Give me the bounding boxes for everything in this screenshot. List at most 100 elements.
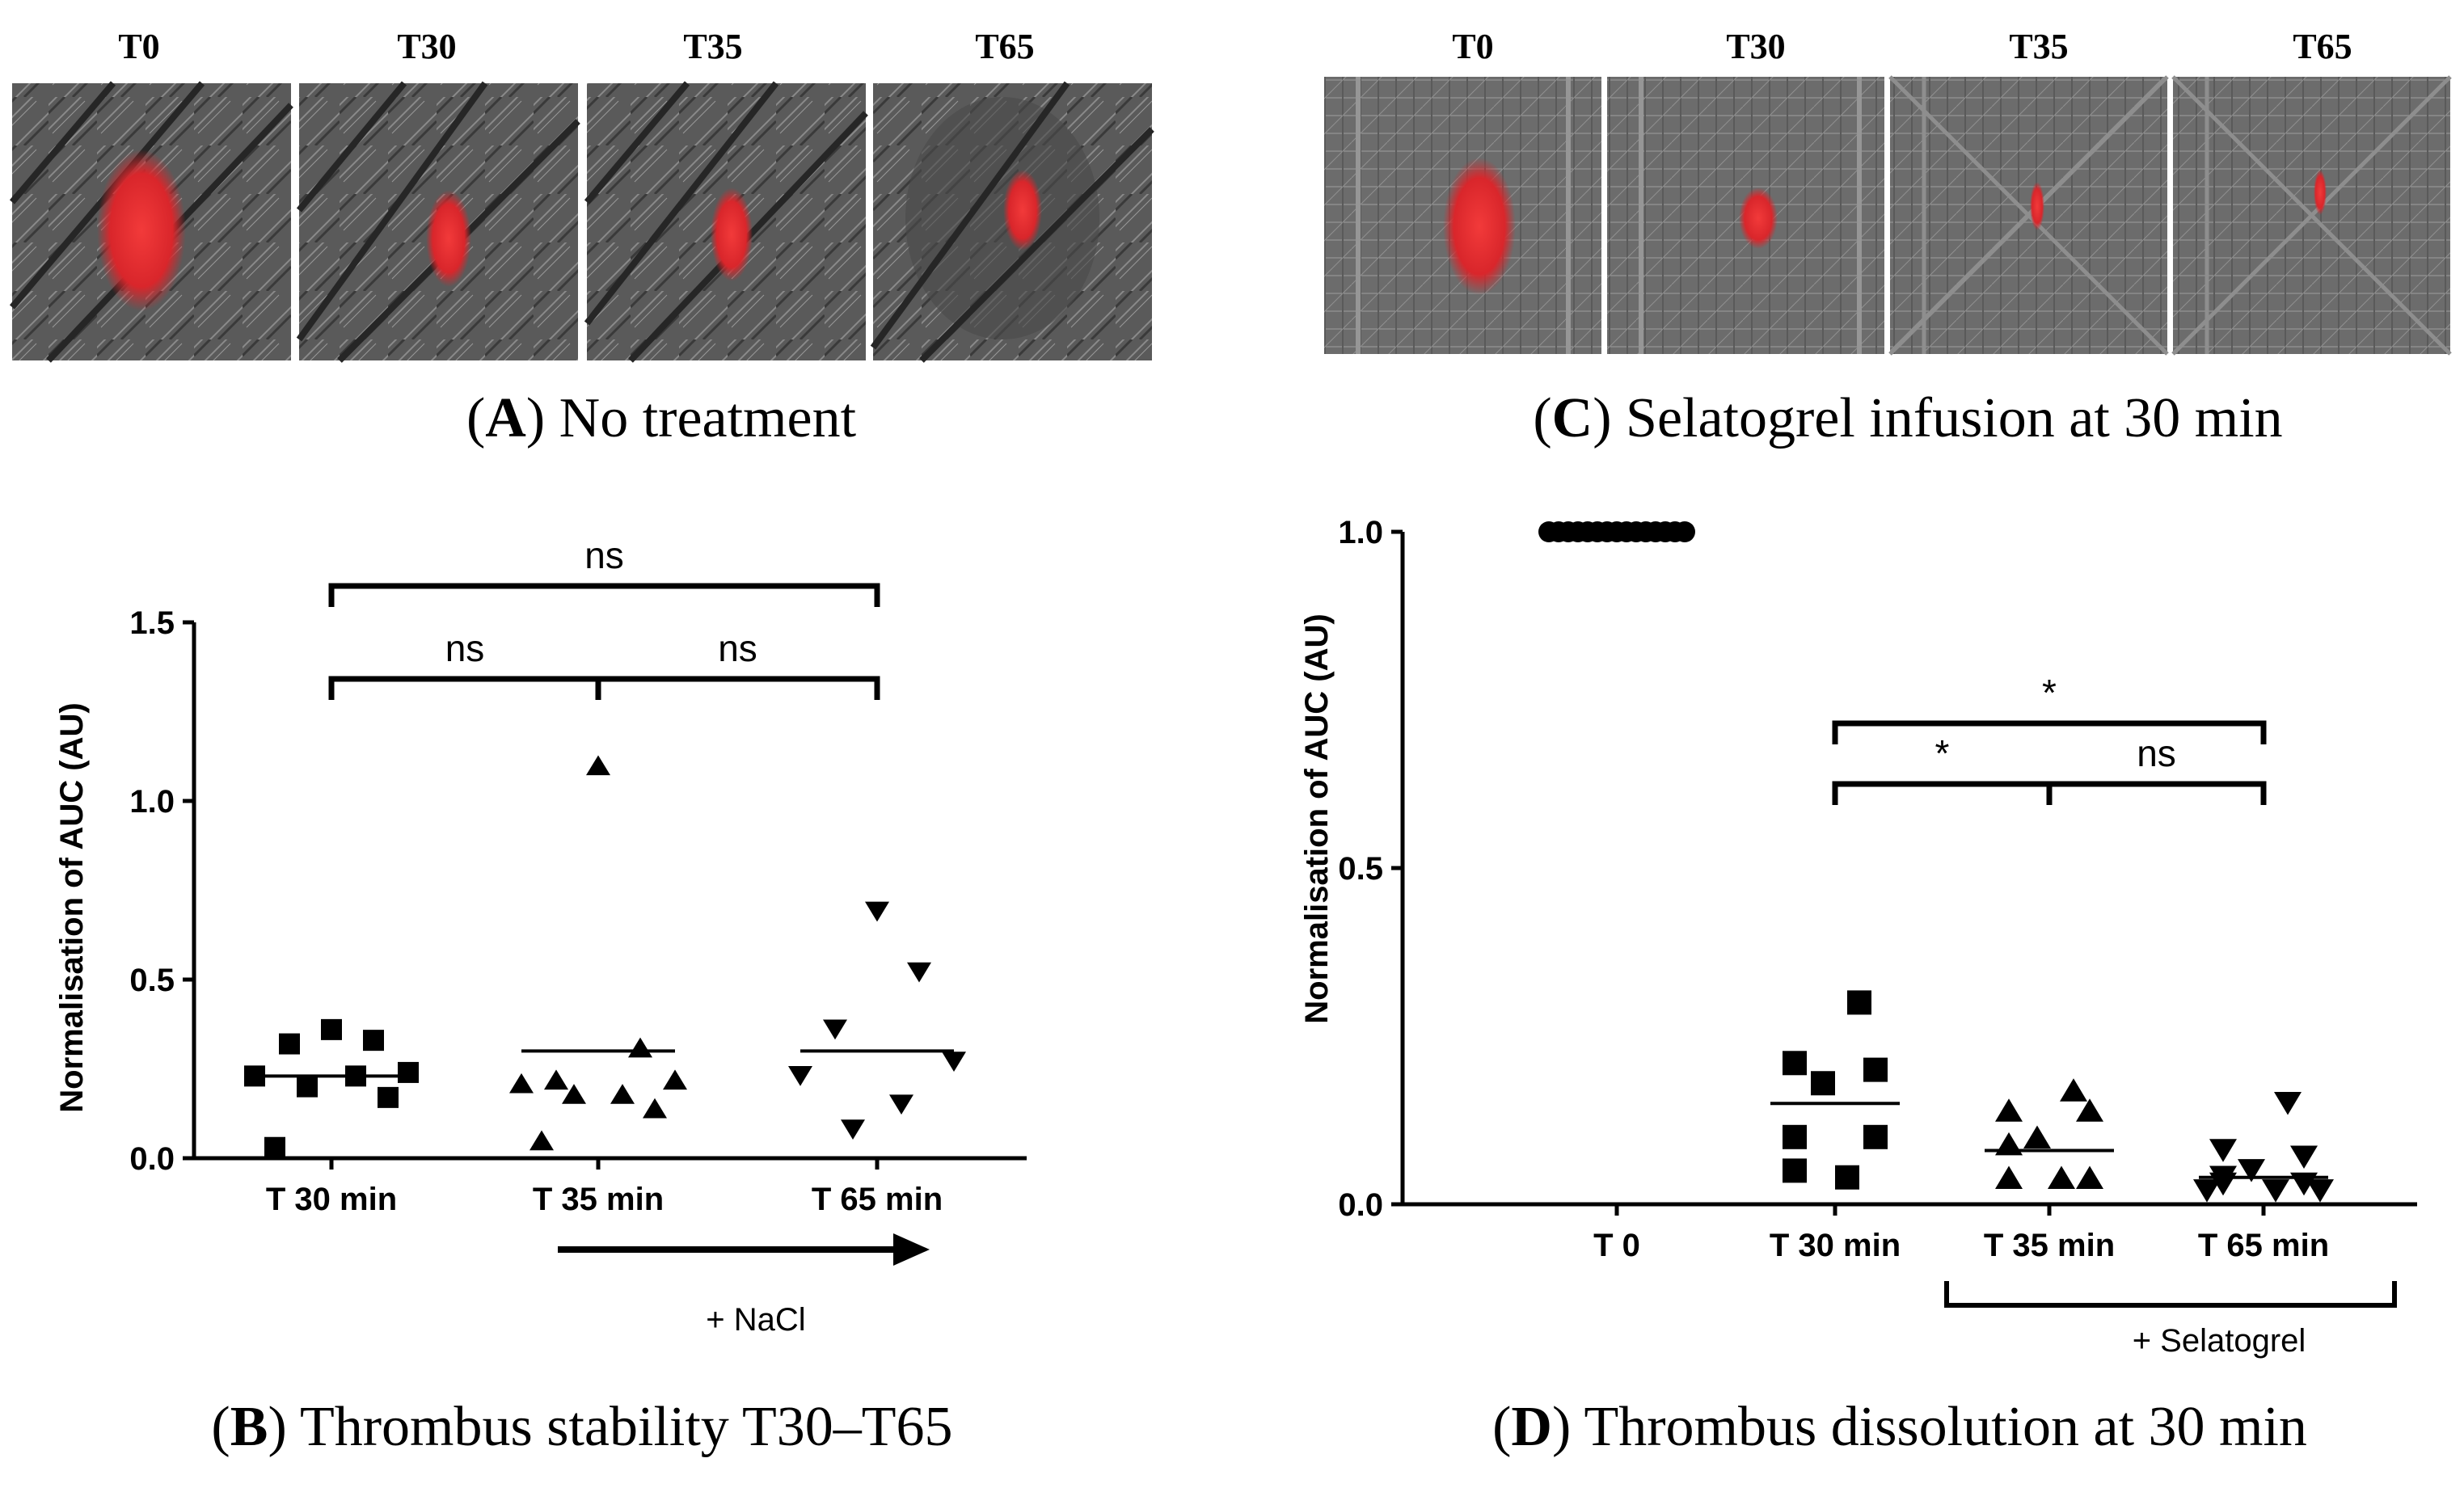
thrombus-red [711,188,753,281]
significance-label: ns [584,534,624,576]
panel-d-caption: (D) Thrombus dissolution at 30 min [1492,1396,2307,1458]
caption-text: No treatment [545,387,856,449]
data-point-triangle-up [530,1130,554,1151]
data-point-triangle-up [586,755,610,776]
caption-text: Thrombus dissolution at 30 min [1571,1396,2307,1458]
caption-letter: C [1552,387,1593,449]
chart-b: Normalisation of AUC (AU) 0.0 0.5 1.0 1.5 T … [54,534,1027,1458]
x-tick-label: T 30 min [1770,1228,1901,1263]
data-point-triangle-down [2193,1179,2221,1203]
y-tick-label: 1.0 [129,784,175,820]
data-point-square [1783,1051,1807,1076]
data-point-triangle-up [2023,1125,2051,1149]
data-point-triangle-up [2060,1078,2087,1102]
data-point-square [363,1030,384,1052]
data-point-square [297,1076,318,1098]
selatogrel-bracket [1944,1281,2397,1308]
chart-d: Normalisation of AUC (AU) 0.0 0.5 1.0 T 0 T … [1299,515,2417,1458]
y-tick-label: 1.5 [129,605,175,641]
significance-bracket [328,676,601,700]
panel-b-caption: (B) Thrombus stability T30–T65 [211,1396,952,1458]
micrograph-c-t0 [1324,77,1601,354]
data-point-triangle-up [643,1098,667,1119]
caption-text: Thrombus stability T30–T65 [287,1396,953,1458]
panel-c-caption: (C) Selatogrel infusion at 30 min [1533,387,2282,449]
data-point-triangle-up [544,1069,568,1090]
panel-c-time-label: T35 [2009,27,2068,66]
thrombus-red [1739,188,1778,249]
significance-label: ns [445,627,485,669]
thrombus-red [1443,158,1516,295]
panel-a-caption: (A) No treatment [466,387,857,449]
significance-label: ns [718,627,757,669]
data-point-triangle-up [1995,1098,2023,1122]
data-point-triangle-down [942,1052,966,1073]
caption-letter: B [230,1396,268,1458]
data-point-triangle-down [841,1119,865,1140]
micrograph-a-t35 [584,81,868,363]
panel-a-time-label: T35 [683,27,742,66]
data-point-triangle-down [907,962,931,983]
data-point-triangle-up [663,1069,687,1090]
data-point-triangle-down [823,1019,847,1040]
data-point-square [279,1033,300,1055]
chart-d-marks: 0.0 0.5 1.0 T 0 T 30 min T 35 min T 65 min * * ns [1338,515,2417,1263]
data-point-triangle-up [2076,1098,2103,1122]
thrombus-red [2030,182,2044,230]
data-point-triangle-up [610,1084,635,1104]
data-point-square [1783,1124,1807,1149]
y-tick-label: 0.0 [1338,1187,1383,1223]
data-point-square [264,1136,285,1158]
data-point-triangle-down [2290,1145,2318,1170]
micrograph-a-t0 [9,81,293,363]
micrograph-c-t30 [1607,77,1884,354]
data-point-square [1835,1165,1859,1190]
significance-label: ns [2137,732,2176,774]
nacl-label: + NaCl [706,1302,805,1338]
data-point-triangle-down [865,901,889,922]
chart-b-ylabel: Normalisation of AUC (AU) [54,702,90,1112]
x-tick-label: T 0 [1593,1228,1640,1263]
y-tick-label: 1.0 [1338,515,1383,550]
data-point-square [321,1018,342,1040]
caption-text: Selatogrel infusion at 30 min [1612,387,2283,449]
data-point-triangle-up [1995,1165,2023,1189]
data-point-square [398,1061,419,1083]
panel-a-time-label: T30 [397,27,456,66]
significance-bracket [328,583,880,607]
data-point-triangle-down [2209,1139,2237,1162]
data-point-triangle-up [2076,1165,2103,1189]
x-tick-label: T 30 min [266,1182,397,1217]
data-point-square [1811,1071,1835,1096]
data-point-square [1847,990,1871,1015]
data-point-square [378,1086,399,1108]
data-point-triangle-up [2048,1165,2075,1189]
panel-c-time-label: T0 [1452,27,1493,66]
significance-label: * [2042,672,2057,714]
panel-a-time-label: T65 [975,27,1034,66]
significance-bracket [1832,781,2053,805]
micrograph-c-t35 [1888,75,2169,356]
data-point-square [1863,1057,1888,1082]
significance-bracket [595,676,880,700]
caption-letter: A [485,387,526,449]
y-tick-label: 0.5 [1338,851,1383,887]
significance-bracket [1832,720,2267,744]
data-point-circle [1674,521,1695,542]
data-point-square [1863,1124,1888,1149]
data-point-triangle-up [562,1084,586,1104]
data-point-triangle-down [889,1094,913,1115]
panel-c-time-label: T65 [2293,27,2352,66]
micrograph-a-t65 [870,81,1154,363]
thrombus-red [2314,170,2327,215]
nacl-arrow-head [893,1233,930,1266]
panel-a: T0 T30 T35 T65 (A) No treatment [9,27,1154,449]
x-tick-label: T 65 min [812,1182,943,1217]
thrombus-red [1003,170,1042,251]
y-tick-label: 0.0 [129,1141,175,1177]
thrombus-red [97,150,186,311]
panel-a-time-label: T0 [118,27,159,66]
data-point-triangle-down [2306,1179,2334,1203]
